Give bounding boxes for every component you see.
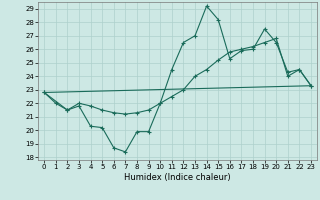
X-axis label: Humidex (Indice chaleur): Humidex (Indice chaleur) (124, 173, 231, 182)
